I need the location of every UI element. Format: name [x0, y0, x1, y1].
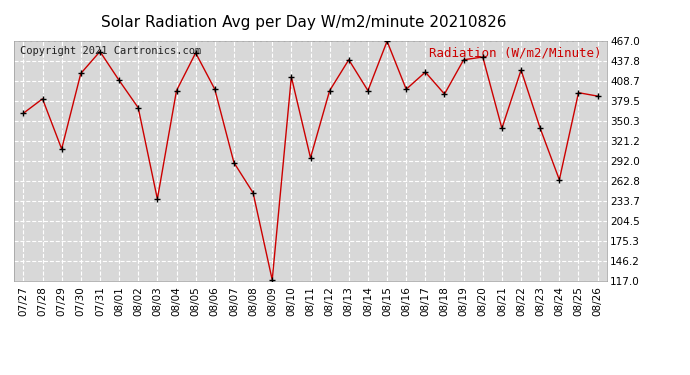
Text: Copyright 2021 Cartronics.com: Copyright 2021 Cartronics.com: [20, 46, 201, 56]
Text: Radiation (W/m2/Minute): Radiation (W/m2/Minute): [428, 46, 601, 59]
Text: Solar Radiation Avg per Day W/m2/minute 20210826: Solar Radiation Avg per Day W/m2/minute …: [101, 15, 506, 30]
